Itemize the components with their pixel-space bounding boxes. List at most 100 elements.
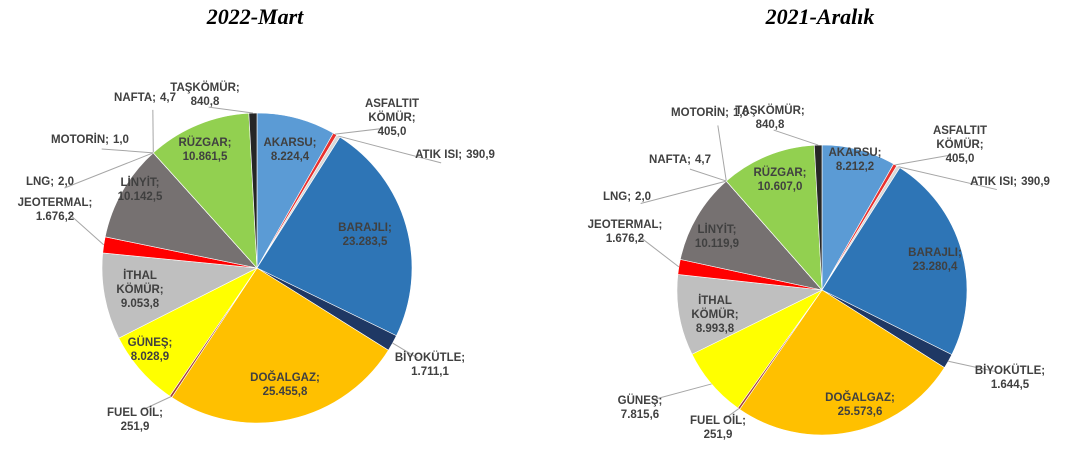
leader-line: [948, 360, 997, 373]
data-label: GÜNEŞ; 8.028,9: [128, 336, 173, 364]
data-label: FUEL OİL; 251,9: [690, 414, 746, 442]
value-label: 251,9: [120, 421, 150, 433]
category-label: JEOTERMAL;: [587, 219, 663, 231]
leader-line: [143, 396, 171, 410]
value-label: 8.224,4: [270, 151, 310, 163]
leader-line: [101, 148, 154, 154]
category-label: FUEL OİL;: [106, 407, 164, 419]
category-label: NAFTA;: [114, 92, 156, 104]
category-label: AKARSU;: [263, 137, 317, 149]
category-label: GÜNEŞ;: [617, 395, 663, 407]
leader-line: [652, 383, 712, 401]
data-label: BİYOKÜTLE; 1.644,5: [975, 364, 1045, 392]
pie-slice: [152, 112, 258, 269]
value-label: 10.119,9: [694, 238, 740, 250]
data-label: BİYOKÜTLE; 1.711,1: [395, 351, 465, 379]
leader-line: [334, 128, 383, 135]
chart-title: 2021-Aralık: [765, 4, 875, 29]
data-label: AKARSU; 8.224,4: [263, 136, 316, 164]
category-label: ASFALTIT KÖMÜR;: [932, 125, 988, 151]
leader-line: [898, 166, 997, 191]
data-label: BARAJLI; 23.283,5: [338, 221, 392, 249]
pie-slice: [679, 180, 823, 291]
category-label: RÜZGAR;: [753, 167, 807, 179]
pie-slice: [739, 289, 945, 436]
leader-line: [392, 342, 419, 359]
data-label: LİNYİT; 10.119,9: [695, 223, 739, 251]
leader-line: [895, 154, 951, 166]
value-label: 840,8: [755, 119, 785, 131]
category-label: AKARSU;: [828, 147, 882, 159]
leader-line: [64, 152, 154, 189]
value-label: 390,9: [466, 149, 495, 161]
category-label: DOĞALGAZ;: [250, 372, 320, 384]
category-label: BİYOKÜTLE;: [974, 365, 1046, 377]
value-label: 25.455,8: [262, 386, 308, 398]
value-label: 1.644,5: [990, 379, 1030, 391]
category-label: TAŞKÖMÜR;: [170, 82, 240, 94]
data-label: LNG; 2,0: [603, 190, 651, 204]
value-label: 390,9: [1021, 176, 1050, 188]
category-label: LİNYİT;: [120, 177, 160, 189]
category-label: NAFTA;: [649, 154, 691, 166]
category-label: RÜZGAR;: [178, 137, 232, 149]
data-label: MOTORİN; 1,0: [51, 133, 129, 147]
data-label: LNG; 2,0: [26, 175, 74, 189]
category-label: BARAJLI;: [338, 222, 392, 234]
category-label: MOTORİN;: [51, 134, 109, 146]
pie-slice: [256, 136, 413, 337]
category-label: LNG;: [25, 176, 55, 188]
data-label: GÜNEŞ; 7.815,6: [618, 394, 663, 422]
leader-line: [68, 213, 105, 246]
data-label: ATIK ISI; 390,9: [970, 175, 1050, 189]
category-label: JEOTERMAL;: [17, 197, 93, 209]
data-label: AKARSU; 8.212,2: [828, 146, 881, 174]
pie-slice: [104, 152, 258, 269]
category-label: BARAJLI;: [908, 247, 962, 259]
value-label: 840,8: [190, 96, 220, 108]
value-label: 10.861,5: [182, 151, 228, 163]
value-label: 9.053,8: [120, 298, 160, 310]
data-label: RÜZGAR; 10.607,0: [753, 166, 806, 194]
category-label: GÜNEŞ;: [127, 337, 173, 349]
leader-line: [689, 168, 727, 182]
category-label: İTHAL KÖMÜR;: [691, 295, 739, 321]
data-label: JEOTERMAL; 1.676,2: [18, 196, 93, 224]
value-label: 8.212,2: [835, 161, 875, 173]
data-label: TAŞKÖMÜR; 840,8: [170, 81, 239, 109]
data-label: ASFALTIT KÖMÜR; 405,0: [365, 97, 419, 139]
pie-slice: [814, 144, 823, 291]
data-label: ATIK ISI; 390,9: [415, 148, 495, 162]
value-label: 10.142,5: [117, 191, 163, 203]
category-label: ASFALTIT KÖMÜR;: [364, 98, 420, 124]
data-label: RÜZGAR; 10.861,5: [178, 136, 231, 164]
value-label: 4,7: [694, 154, 711, 166]
leader-line: [638, 235, 680, 268]
value-label: 23.280,4: [912, 261, 958, 273]
category-label: ATIK ISI;: [415, 149, 463, 161]
value-label: 1,0: [732, 107, 749, 119]
value-label: 4,7: [159, 92, 176, 104]
value-label: 2,0: [58, 176, 75, 188]
value-label: 1,0: [112, 134, 129, 146]
value-label: 405,0: [945, 153, 975, 165]
data-label: TAŞKÖMÜR; 840,8: [735, 104, 804, 132]
category-label: LİNYİT;: [697, 224, 737, 236]
leader-line: [724, 408, 739, 419]
pie-slice: [248, 112, 258, 269]
category-label: DOĞALGAZ;: [825, 392, 895, 404]
value-label: 405,0: [377, 126, 407, 138]
leader-line: [338, 135, 442, 164]
value-label: 8.028,9: [130, 351, 170, 363]
data-label: MOTORİN; 1,0: [671, 106, 749, 120]
value-label: 7.815,6: [620, 409, 660, 421]
value-label: 1.676,2: [605, 233, 645, 245]
pie-slice: [725, 144, 823, 291]
data-label: LİNYİT; 10.142,5: [118, 176, 163, 204]
value-label: 251,9: [703, 429, 733, 441]
data-label: DOĞALGAZ; 25.455,8: [250, 371, 320, 399]
data-label: BARAJLI; 23.280,4: [908, 246, 962, 274]
leader-line: [208, 106, 253, 114]
pie-slice: [676, 274, 824, 355]
